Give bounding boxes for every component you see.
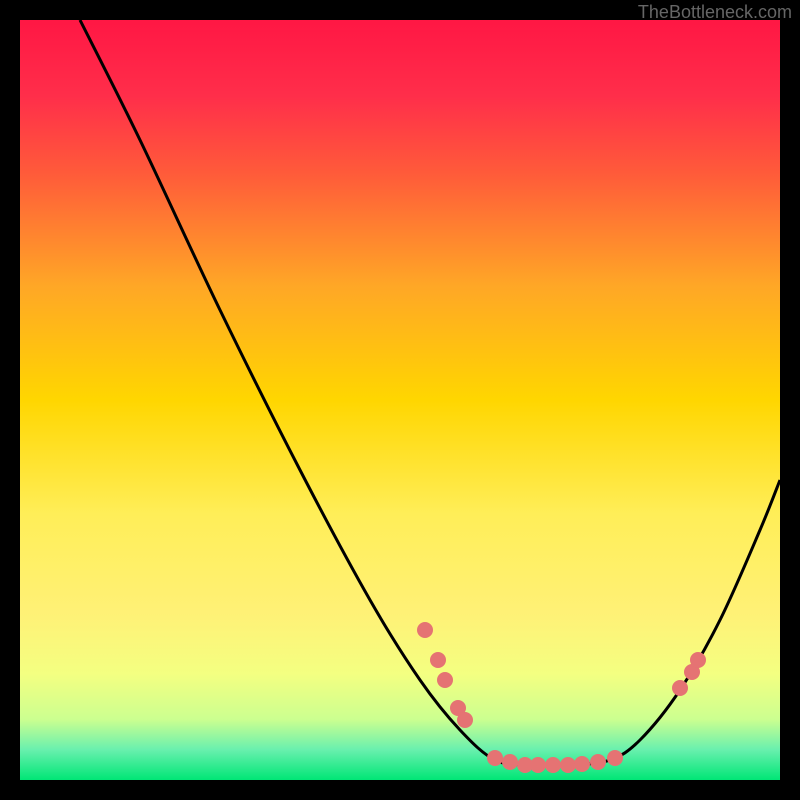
data-marker (560, 757, 576, 773)
attribution-text: TheBottleneck.com (638, 2, 792, 23)
data-marker (487, 750, 503, 766)
data-marker (430, 652, 446, 668)
bottleneck-curve (80, 20, 780, 766)
data-marker (690, 652, 706, 668)
data-marker (672, 680, 688, 696)
data-marker (590, 754, 606, 770)
data-marker (574, 756, 590, 772)
data-marker (530, 757, 546, 773)
data-marker (457, 712, 473, 728)
data-marker (417, 622, 433, 638)
data-marker (607, 750, 623, 766)
data-marker (502, 754, 518, 770)
data-marker (545, 757, 561, 773)
data-marker (437, 672, 453, 688)
chart-overlay (20, 20, 780, 780)
chart-container (20, 20, 780, 780)
data-markers (417, 622, 706, 773)
